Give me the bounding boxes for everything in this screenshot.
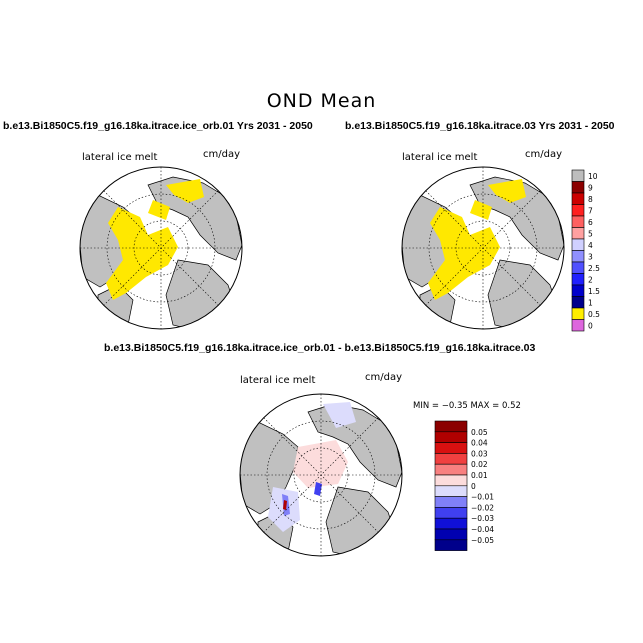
colorbar-tick-label: 10 <box>588 172 598 181</box>
colorbar-box <box>571 261 585 274</box>
colorbar-box <box>434 420 468 433</box>
colorbar-tick-label: 0.03 <box>471 449 488 458</box>
panel-3-title: b.e13.Bi1850C5.f19_g16.18ka.itrace.ice_o… <box>104 342 536 354</box>
colorbar-tick-label: 9 <box>588 183 593 192</box>
colorbar-tick-label: −0.04 <box>471 525 494 534</box>
panel-2-title: b.e13.Bi1850C5.f19_g16.18ka.itrace.03 Yr… <box>345 120 615 132</box>
diff-region <box>293 440 348 488</box>
ice-melt-region <box>106 207 178 300</box>
panel-1-title: b.e13.Bi1850C5.f19_g16.18ka.itrace.ice_o… <box>3 120 313 132</box>
colorbar-box <box>571 169 585 182</box>
diff-region <box>314 482 322 496</box>
colorbar-tick-label: 2 <box>588 275 593 284</box>
colorbar-box <box>571 307 585 320</box>
colorbar-tick-label: 0.02 <box>471 460 488 469</box>
land-mass <box>307 403 402 488</box>
colorbar-box <box>434 431 468 443</box>
colorbar-box <box>571 192 585 205</box>
colorbar-tick-label: 0.05 <box>471 428 488 437</box>
colorbar-tick-label: 1.5 <box>588 287 600 296</box>
colorbar-box <box>571 227 585 240</box>
colorbar-box <box>571 181 585 194</box>
colorbar-box <box>434 496 468 508</box>
colorbar-box <box>434 463 468 476</box>
ice-melt-region <box>166 179 204 203</box>
polar-map-2 <box>401 166 565 330</box>
panel-2-units: cm/day <box>525 149 563 160</box>
colorbar-tick-label: 0 <box>588 321 593 330</box>
colorbar-box <box>571 284 585 297</box>
colorbar-box <box>434 442 468 454</box>
polar-map-3 <box>239 393 403 557</box>
colorbar-box <box>571 273 585 286</box>
colorbar-box <box>434 485 468 497</box>
panel-1-units: cm/day <box>203 149 241 160</box>
colorbar-tick-label: 1 <box>588 298 593 307</box>
ice-melt-region <box>148 200 170 220</box>
figure-title: OND Mean <box>266 90 377 112</box>
colorbar-tick-label: −0.02 <box>471 503 494 512</box>
colorbar-tick-label: 0.01 <box>471 471 488 480</box>
panel-2-field-label: lateral ice melt <box>402 152 478 163</box>
colorbar-tick-label: 7 <box>588 206 593 215</box>
panel-3-min-max: MIN = −0.35 MAX = 0.52 <box>413 401 521 411</box>
colorbar-tick-label: −0.05 <box>471 536 494 545</box>
land-mass <box>469 176 564 261</box>
colorbar-box <box>571 238 585 251</box>
ice-melt-region <box>428 207 500 300</box>
polar-map-1 <box>79 166 243 330</box>
colorbar-box <box>571 296 585 309</box>
colorbar-difference: 0.05 0.040.03 0.02 0.01 0 −0.01−0.02 −0.03 −0.0… <box>434 420 494 551</box>
colorbar-tick-label: −0.01 <box>471 493 494 502</box>
colorbar-box <box>434 539 468 551</box>
ice-melt-region <box>488 179 526 203</box>
colorbar-top: 10 9 8 7 6 5 4 3 2.5 2 1.5 1 0.5 0 <box>571 169 600 332</box>
colorbar-tick-label: 5 <box>588 229 593 238</box>
colorbar-box <box>434 528 468 541</box>
ice-melt-region <box>470 200 492 220</box>
colorbar-box <box>434 507 468 519</box>
diff-region <box>283 500 287 510</box>
panel-1-field-label: lateral ice melt <box>82 152 158 163</box>
colorbar-box <box>571 215 585 228</box>
colorbar-box <box>571 250 585 263</box>
colorbar-tick-label: 0.04 <box>471 439 488 448</box>
colorbar-box <box>434 474 468 487</box>
colorbar-box <box>434 453 468 465</box>
diff-region <box>323 402 356 428</box>
colorbar-tick-label: 0.5 <box>588 310 600 319</box>
colorbar-tick-label: 0 <box>471 482 476 491</box>
colorbar-tick-label: −0.03 <box>471 514 494 523</box>
colorbar-box <box>571 204 585 217</box>
colorbar-box <box>434 517 468 530</box>
colorbar-tick-label: 3 <box>588 252 593 261</box>
panel-3-units: cm/day <box>365 372 403 383</box>
colorbar-tick-label: 2.5 <box>588 264 600 273</box>
panel-3-field-label: lateral ice melt <box>240 375 316 386</box>
colorbar-tick-label: 8 <box>588 195 593 204</box>
colorbar-box <box>571 319 585 332</box>
colorbar-tick-label: 6 <box>588 218 593 227</box>
land-mass <box>147 176 242 261</box>
colorbar-tick-label: 4 <box>588 241 593 250</box>
